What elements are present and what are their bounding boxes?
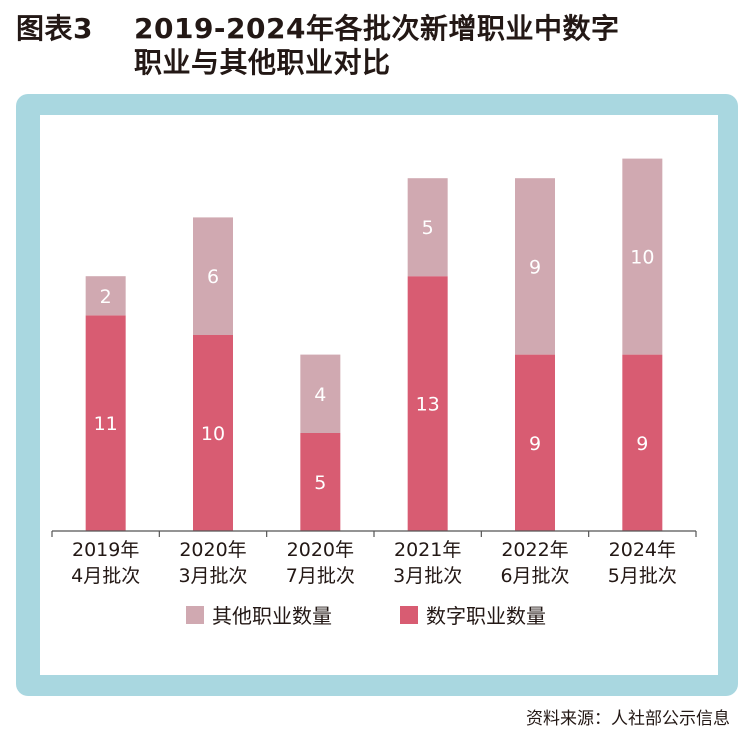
title-line-2: 职业与其他职业对比 <box>134 46 391 79</box>
x-tick-label-1-line-2: 4月批次 <box>71 565 140 587</box>
x-tick-label-2-line-2: 3月批次 <box>178 565 247 587</box>
bar-other-1 <box>85 276 126 316</box>
bar-other-5 <box>515 178 555 355</box>
bar-group: 11 2 10 6 5 4 13 5 9 9 9 10 <box>85 158 663 531</box>
x-tick-label-3-line-1: 2020年 <box>287 539 354 561</box>
bar-digital-2 <box>193 335 233 531</box>
data-label-other-3: 4 <box>314 384 326 406</box>
source-note: 资料来源：人社部公示信息 <box>526 709 730 729</box>
x-tick-label-1-line-1: 2019年 <box>72 539 139 561</box>
legend-swatch-2 <box>400 606 418 624</box>
bar-other-2 <box>193 217 233 335</box>
x-tick-label-4-line-2: 3月批次 <box>393 565 462 587</box>
legend-label-2: 数字职业数量 <box>426 604 546 628</box>
data-label-other-2: 6 <box>207 266 219 288</box>
chart-title: 图表3 2019-2024年各批次新增职业中数字 职业与其他职业对比 <box>16 12 619 80</box>
x-tick-label-4-line-1: 2021年 <box>394 539 461 561</box>
bar-digital-6 <box>622 354 663 531</box>
stacked-bar-chart: 11 2 10 6 5 4 13 5 9 9 9 10 2019年 4月批次 2020年 3月批次 2020年… <box>51 158 697 628</box>
x-tick-label-2-line-1: 2020年 <box>179 539 246 561</box>
title-line-1: 2019-2024年各批次新增职业中数字 <box>134 12 620 45</box>
data-label-digital-6: 9 <box>636 433 648 455</box>
x-tick-label-5-line-2: 6月批次 <box>500 565 569 587</box>
x-tick-label-6-line-2: 5月批次 <box>608 565 677 587</box>
bar-digital-1 <box>85 315 126 531</box>
x-axis: 2019年 4月批次 2020年 3月批次 2020年 7月批次 2021年 3月批次 2022… <box>51 530 697 587</box>
x-tick-label-3-line-2: 7月批次 <box>286 565 355 587</box>
legend-label-1: 其他职业数量 <box>212 604 332 628</box>
bar-other-6 <box>622 158 663 355</box>
data-label-digital-1: 11 <box>94 413 118 435</box>
chart-panel <box>40 115 718 675</box>
x-tick-label-6-line-1: 2024年 <box>609 539 676 561</box>
data-label-other-5: 9 <box>529 256 541 278</box>
data-label-digital-3: 5 <box>314 472 326 494</box>
legend-swatch-1 <box>186 606 204 624</box>
data-label-other-6: 10 <box>630 247 654 269</box>
bar-other-3 <box>300 354 341 433</box>
data-label-digital-4: 13 <box>416 394 440 416</box>
bar-digital-5 <box>515 354 555 531</box>
bar-digital-4 <box>407 276 448 531</box>
data-label-other-1: 2 <box>100 286 112 308</box>
data-label-other-4: 5 <box>422 217 434 239</box>
data-label-digital-2: 10 <box>201 423 225 445</box>
bar-other-4 <box>407 178 448 277</box>
figure-number: 图表3 <box>16 12 93 45</box>
bar-digital-3 <box>300 433 341 531</box>
data-label-digital-5: 9 <box>529 433 541 455</box>
legend: 其他职业数量 数字职业数量 <box>186 604 546 628</box>
x-tick-label-5-line-1: 2022年 <box>501 539 568 561</box>
